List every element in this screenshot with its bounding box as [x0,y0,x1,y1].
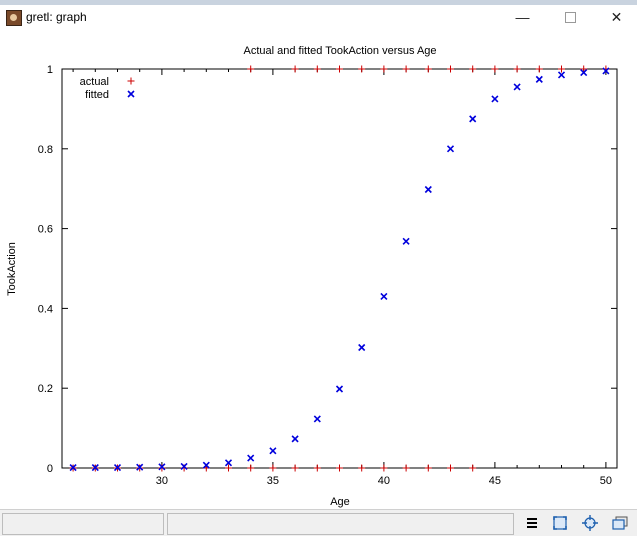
menu-button[interactable] [522,513,542,533]
x-tick-label: 50 [600,475,612,487]
axes: 0 0.2 0.4 0.6 0.8 1 30 35 40 45 50 [38,64,618,487]
legend-marker-fitted [127,90,135,98]
y-axis-label: TookAction [6,242,18,296]
fitted-point [69,464,77,472]
crosshair-icon [582,515,598,531]
x-tick-label: 35 [267,475,279,487]
actual-point [535,65,543,73]
actual-point [313,65,321,73]
actual-point [247,464,255,472]
fitted-point [113,464,122,472]
actual-point [358,464,366,472]
actual-point [447,65,454,73]
fitted-point [535,75,543,83]
actual-point [424,65,432,73]
y-tick-label: 0 [47,463,53,475]
chart-title: Actual and fitted TookAction versus Age [243,45,436,57]
y-tick-label: 0.6 [38,224,53,236]
fitted-point [358,343,366,352]
x-tick-label: 40 [378,475,390,487]
fitted-point [557,71,566,79]
fitted-point [580,69,588,77]
actual-point [513,65,521,73]
minimize-icon: — [515,9,530,25]
legend-label-fitted: fitted [85,89,109,101]
actual-point [402,65,410,73]
actual-point [491,65,499,73]
actual-point [469,464,477,472]
fitted-point [91,464,99,472]
fitted-point [224,459,233,467]
close-button[interactable]: ✕ [594,5,637,29]
fitted-point [424,185,432,194]
minimize-button[interactable]: — [500,5,545,29]
fitted-point [380,292,388,300]
actual-point [336,464,343,472]
fitted-point [158,463,166,471]
app-icon [6,10,22,26]
fitted-point [402,237,410,245]
y-tick-label: 1 [47,64,53,76]
y-tick-label: 0.2 [38,383,53,395]
close-icon: ✕ [610,8,623,25]
data-marks [69,65,610,472]
chart-svg: Actual and fitted TookAction versus Age … [6,45,618,508]
maximize-icon [565,11,576,23]
x-axis-label: Age [330,496,350,508]
actual-point [158,464,166,472]
fitted-point [180,462,188,470]
zoom-icon [553,516,567,530]
legend-label-actual: actual [80,76,109,88]
status-field-left [2,513,164,535]
window-title: gretl: graph [26,10,87,24]
actual-point [269,464,277,472]
crosshair-button[interactable] [580,513,600,533]
fitted-point [446,145,455,153]
fitted-point [291,435,299,443]
menu-icon [527,518,537,528]
fitted-point [313,415,321,423]
actual-point [336,65,343,73]
fitted-point [513,83,521,91]
restore-window-button[interactable] [610,513,630,533]
plot-frame [61,68,618,469]
fitted-point [469,115,477,123]
fitted-point [602,67,610,75]
fitted-point [136,463,144,471]
zoom-button[interactable] [550,513,570,533]
fitted-point [269,447,277,455]
actual-point [291,65,299,73]
actual-point [291,464,299,472]
actual-point [424,464,432,472]
y-tick-label: 0.8 [38,144,53,156]
actual-point [380,464,388,472]
x-tick-label: 45 [489,475,501,487]
maximize-button[interactable] [548,5,593,29]
title-bar: gretl: graph — ✕ [0,5,637,31]
status-bar [0,509,637,536]
actual-point [580,65,588,73]
plot-area[interactable]: Actual and fitted TookAction versus Age … [0,31,637,509]
actual-point [402,464,410,472]
fitted-point [491,95,499,103]
legend-marker-actual [127,77,135,85]
restore-window-icon [612,516,628,530]
actual-point [358,65,366,73]
x-tick-label: 30 [156,475,168,487]
fitted-point [335,385,344,393]
actual-point [225,464,232,472]
actual-point [380,65,388,73]
actual-point [313,464,321,472]
actual-point [247,65,255,73]
actual-point [447,464,454,472]
fitted-point [202,461,210,469]
status-field-coords [167,513,514,535]
actual-point [558,65,565,73]
y-tick-label: 0.4 [38,303,53,315]
actual-point [469,65,477,73]
fitted-point [247,454,255,462]
